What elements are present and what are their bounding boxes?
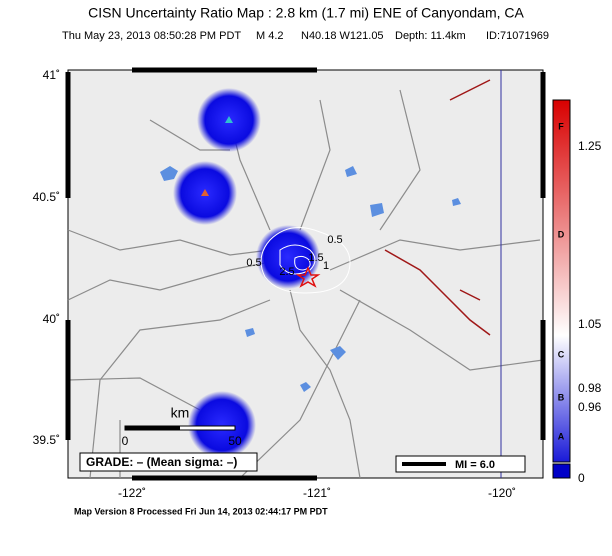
scale-label: 50 [228,434,242,448]
lon-label: -120˚ [488,486,516,500]
contour-label: 0.5 [327,234,342,246]
lon-label: -121˚ [303,486,331,500]
footer: Map Version 8 Processed Fri Jun 14, 2013… [74,506,328,516]
scale-bar [125,426,180,430]
frame-ticks [65,67,546,481]
lat-label: 40˚ [43,312,60,326]
station-blob [188,391,256,459]
faults [384,79,491,336]
legend-label: MI = 6.0 [455,459,495,471]
contour-label: 0.5 [246,257,261,269]
colorbar: F D C B A 1.25 1.05 0.98 0.96 0 [552,99,602,485]
colorbar-letter: A [558,431,565,441]
epicenter [295,266,321,288]
colorbar-letter: F [558,121,564,131]
grade: GRADE: – (Mean sigma: –) [86,455,237,469]
roads [67,89,544,479]
contour-label: 1.5 [308,252,323,264]
colorbar-tick: 1.05 [578,317,602,331]
colorbar-letter: D [558,229,565,239]
scale-label: 0 [122,434,129,448]
colorbar-tick: 0.98 [578,381,602,395]
legend-box [395,455,526,473]
depth: Depth: 11.4km [395,30,466,42]
map-area: 0.5 0.5 2.5 1.5 1 km 0 50 GRADE: – (Mean… [65,67,546,481]
lat-label: 40.5˚ [33,190,60,204]
colorbar-letter: B [558,392,565,402]
colorbar-min [552,463,571,479]
title: CISN Uncertainty Ratio Map : 2.8 km (1.7… [88,5,524,21]
colorbar-gradient [552,99,571,463]
lat-label: 39.5˚ [33,433,60,447]
contours [260,227,351,294]
location: N40.18 W121.05 [301,30,384,42]
date: Thu May 23, 2013 08:50:28 PM PDT [62,30,241,42]
colorbar-tick: 0.96 [578,400,602,414]
colorbar-tick: 1.25 [578,139,602,153]
lon-label: -122˚ [118,486,146,500]
colorbar-letter: C [558,349,565,359]
lat-label: 41˚ [43,68,60,82]
colorbar-tick: 0 [578,471,585,485]
contour-label: 1 [323,260,329,272]
magnitude: M 4.2 [256,30,284,42]
contour-label: 2.5 [279,266,294,278]
scale-unit: km [171,405,190,421]
event-id: ID:71071969 [486,30,549,42]
station [225,116,233,123]
station [201,189,209,196]
grade-box [79,452,258,472]
